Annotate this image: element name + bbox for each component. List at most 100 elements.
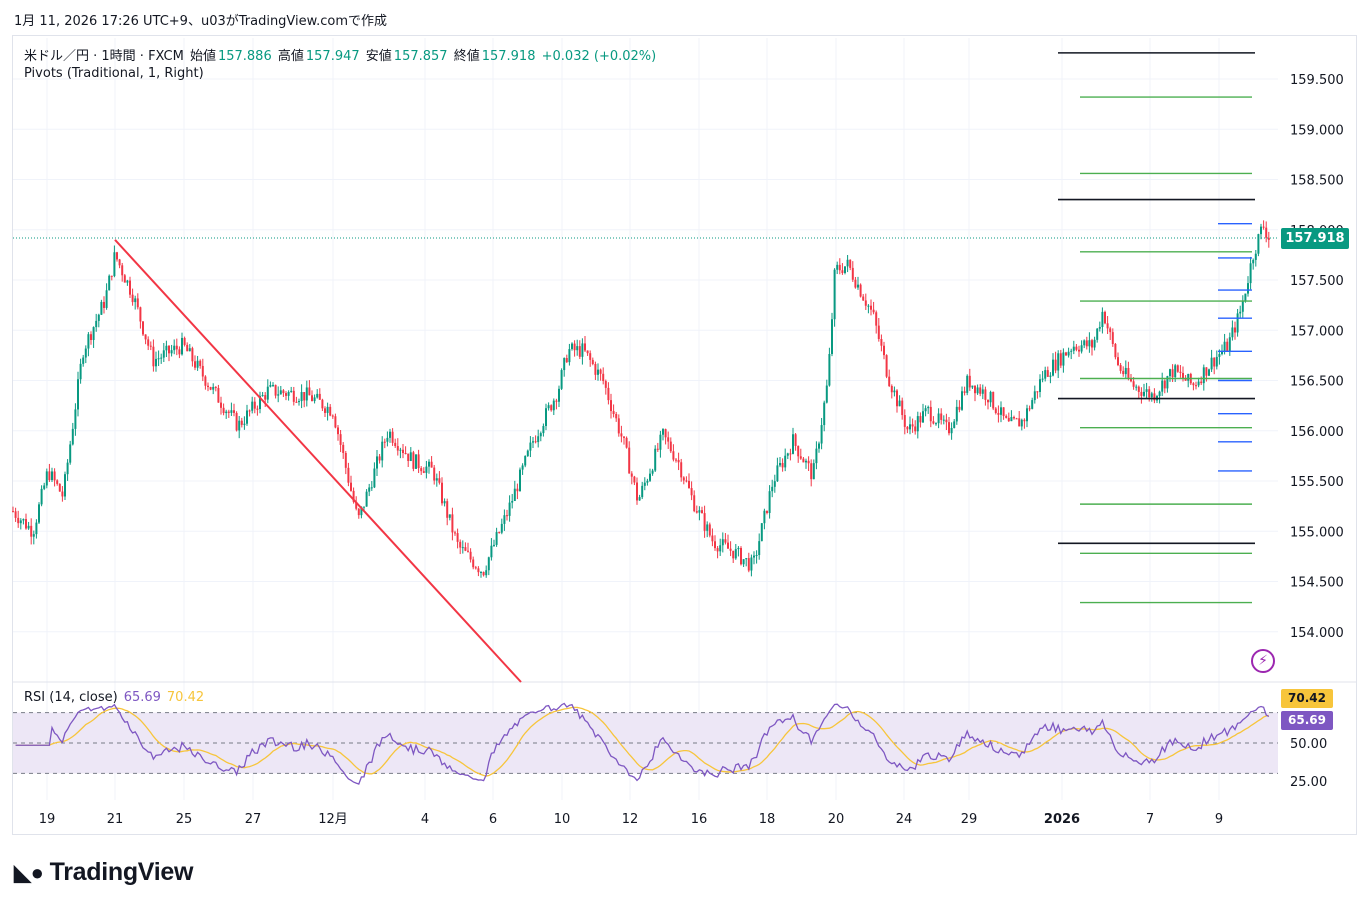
rsi-legend[interactable]: RSI (14, close) 65.69 70.42 xyxy=(24,690,204,705)
candle-body xyxy=(682,477,685,481)
candle-body xyxy=(485,570,488,576)
candle-body xyxy=(1150,393,1153,398)
candle-body xyxy=(446,501,449,518)
candle-body xyxy=(1002,407,1005,416)
candle-body xyxy=(620,433,623,437)
time-tick-label: 7 xyxy=(1146,812,1154,827)
candle-body xyxy=(175,345,178,350)
candle-body xyxy=(955,406,958,422)
chart-panel[interactable] xyxy=(12,35,1357,835)
candle-body xyxy=(259,396,261,410)
candle-body xyxy=(789,453,792,455)
candle-body xyxy=(493,544,495,546)
candle-body xyxy=(586,350,589,354)
candle-body xyxy=(1109,328,1112,333)
candle-body xyxy=(352,490,355,502)
candle-body xyxy=(1171,369,1174,378)
candle-body xyxy=(846,259,849,267)
candle-body xyxy=(617,418,620,434)
candle-body xyxy=(1015,418,1018,420)
candle-body xyxy=(19,520,22,524)
candle-body xyxy=(92,327,95,341)
candle-body xyxy=(1111,332,1114,344)
candle-body xyxy=(867,305,870,307)
lightning-icon[interactable]: ⚡ xyxy=(1251,649,1275,673)
candle-body xyxy=(656,448,659,450)
candle-body xyxy=(186,344,189,352)
candle-body xyxy=(355,501,358,509)
candle-body xyxy=(274,384,277,396)
candle-body xyxy=(420,468,423,472)
candle-body xyxy=(1187,373,1190,381)
candle-body xyxy=(1018,418,1021,427)
candle-body xyxy=(773,481,776,487)
candle-body xyxy=(12,511,14,513)
candle-body xyxy=(152,346,155,367)
candle-body xyxy=(38,504,40,523)
symbol-label[interactable]: 米ドル／円 · 1時間 · FXCM xyxy=(24,49,184,64)
candle-body xyxy=(178,349,181,355)
candle-body xyxy=(1202,367,1205,384)
price-tick-label: 154.500 xyxy=(1290,576,1344,591)
candle-body xyxy=(963,391,966,393)
price-tick-label: 157.500 xyxy=(1290,274,1344,289)
candle-body xyxy=(961,391,963,410)
candle-body xyxy=(667,437,670,442)
candle-body xyxy=(994,408,997,413)
candle-body xyxy=(740,547,742,565)
candle-body xyxy=(170,350,173,354)
ohlc-legend: 米ドル／円 · 1時間 · FXCM 始値 157.886 高値 157.947 安… xyxy=(24,45,658,64)
candle-body xyxy=(337,427,339,435)
candle-body xyxy=(282,390,285,394)
candle-body xyxy=(708,524,711,536)
candle-body xyxy=(532,441,534,443)
candle-body xyxy=(412,452,415,469)
candle-body xyxy=(201,365,204,377)
candle-body xyxy=(659,434,662,450)
time-tick-label: 12月 xyxy=(318,812,348,827)
candle-body xyxy=(103,301,105,308)
candle-body xyxy=(1208,369,1210,376)
candle-body xyxy=(706,524,709,531)
candle-body xyxy=(1166,376,1169,389)
candle-body xyxy=(279,390,282,395)
candle-body xyxy=(1265,227,1268,238)
candle-body xyxy=(1262,226,1265,228)
candle-body xyxy=(277,394,280,396)
candle-body xyxy=(524,456,527,466)
candle-body xyxy=(422,471,425,473)
candle-body xyxy=(365,491,368,507)
candle-body xyxy=(456,533,459,542)
candle-body xyxy=(560,370,563,389)
candle-body xyxy=(134,298,137,303)
candle-body xyxy=(451,514,454,533)
candle-body xyxy=(339,434,342,445)
candle-body xyxy=(849,259,852,268)
pivots-indicator-label[interactable]: Pivots (Traditional, 1, Right) xyxy=(24,66,204,81)
price-tick-label: 155.500 xyxy=(1290,475,1344,490)
low-value: 157.857 xyxy=(393,49,448,64)
candle-body xyxy=(116,252,118,260)
candle-body xyxy=(851,267,854,280)
candle-body xyxy=(724,539,727,543)
candle-body xyxy=(1231,327,1234,338)
candle-body xyxy=(989,391,992,403)
candle-body xyxy=(1247,283,1249,294)
candle-body xyxy=(927,406,930,409)
candle-body xyxy=(729,548,732,551)
candle-body xyxy=(1005,415,1008,418)
close-value: 157.918 xyxy=(481,49,536,64)
candle-body xyxy=(623,436,625,438)
change-value: +0.032 (+0.02%) xyxy=(541,49,657,64)
candle-body xyxy=(142,321,144,335)
candle-body xyxy=(58,483,61,492)
candle-body xyxy=(1226,341,1229,352)
candle-body xyxy=(95,320,98,328)
candle-body xyxy=(883,345,885,356)
candle-body xyxy=(914,426,917,432)
candle-body xyxy=(472,559,475,568)
candle-body xyxy=(45,471,48,486)
candle-body xyxy=(264,395,267,400)
candle-body xyxy=(1135,386,1138,388)
